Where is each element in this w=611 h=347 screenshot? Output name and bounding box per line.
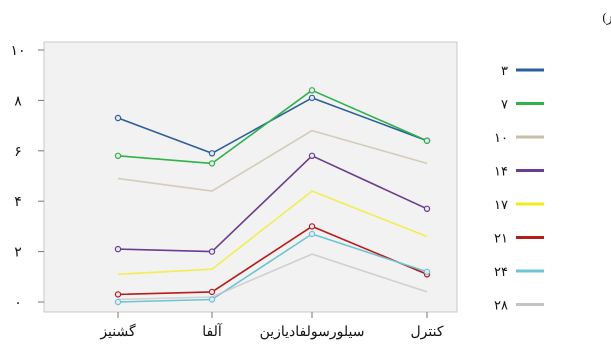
data-point <box>114 298 122 306</box>
x-tick-label: گشنیز <box>99 323 136 340</box>
data-point <box>208 160 216 167</box>
data-point <box>208 150 216 157</box>
data-point <box>308 223 316 230</box>
legend-label: ۱۷ <box>494 198 508 213</box>
series-line-6 <box>117 233 428 303</box>
data-point <box>208 248 216 255</box>
data-point <box>423 205 431 212</box>
series-markers <box>114 87 431 306</box>
data-point <box>423 137 431 144</box>
data-point <box>208 288 216 296</box>
series-line-2 <box>117 129 428 192</box>
data-point <box>308 230 316 238</box>
data-point <box>308 87 316 94</box>
legend-label: ۲۱ <box>494 232 508 247</box>
legend-label: ۳ <box>501 64 508 79</box>
y-tick-label: ۰ <box>14 295 22 311</box>
y-tick-label: ۶ <box>14 144 22 160</box>
x-axis: گشنیز آلفا سیلورسولفادیازین کنترل <box>99 312 444 340</box>
series-line-3 <box>117 155 428 253</box>
y-tick-label: ۴ <box>14 194 22 210</box>
series-line-4 <box>117 190 428 276</box>
y-tick-label: ۱۰ <box>10 43 25 59</box>
data-point <box>114 114 122 122</box>
series-lines <box>117 89 428 303</box>
data-point <box>308 94 316 102</box>
data-point <box>208 296 216 303</box>
series-line-1 <box>117 89 428 165</box>
x-tick-label: آلفا <box>202 322 223 340</box>
legend-label: ۱۰ <box>494 131 508 146</box>
data-point <box>114 291 122 298</box>
data-point <box>423 268 431 275</box>
plot-area <box>43 41 458 313</box>
x-tick-label: کنترل <box>410 324 443 340</box>
data-point <box>114 152 122 159</box>
y-axis: ۰ ۲ ۴ ۶ ۸ ۱۰ <box>10 43 44 311</box>
legend-label: ۷ <box>501 98 508 113</box>
y-tick-label: ۲ <box>14 245 22 261</box>
y-tick-label: ۸ <box>14 93 22 109</box>
series-line-0 <box>117 97 428 155</box>
data-point <box>114 245 122 253</box>
legend-label: ۲۸ <box>494 299 508 314</box>
series-line-5 <box>117 225 428 296</box>
legend-label: ۲۴ <box>494 265 508 280</box>
series-line-7 <box>117 253 428 301</box>
legend-title: مساحت زخم (روز) <box>602 11 611 25</box>
x-tick-label: سیلورسولفادیازین <box>260 324 365 340</box>
legend-label: ۱۴ <box>494 165 508 180</box>
legend: مساحت زخم (روز) ۳ ۷ ۱۰ ۱۴ ۱۷ ۲۱ ۲۴ ۲۸ <box>494 11 611 314</box>
data-point <box>308 152 316 159</box>
